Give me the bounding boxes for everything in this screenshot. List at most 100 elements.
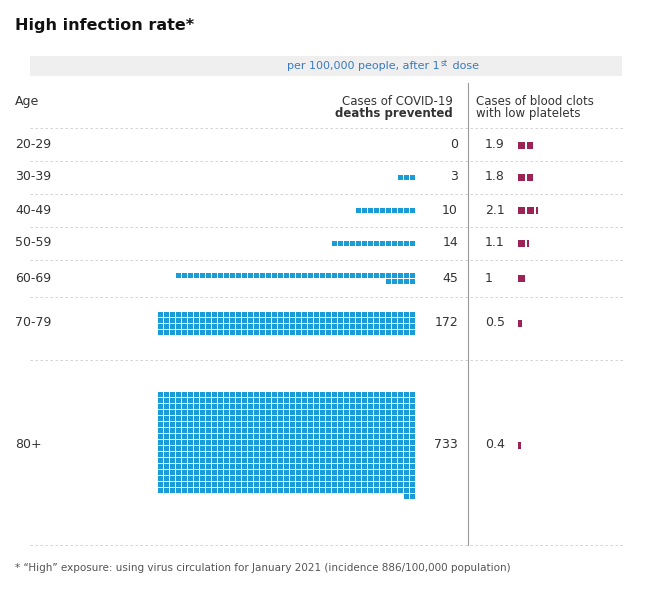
Bar (230, 427, 235, 433)
Bar (314, 272, 319, 278)
Bar (368, 427, 373, 433)
Bar (380, 330, 385, 334)
Bar (254, 272, 259, 278)
Bar (248, 398, 253, 402)
Bar (332, 392, 337, 396)
Bar (182, 452, 187, 457)
Bar (200, 318, 205, 322)
Bar (320, 312, 325, 316)
Bar (338, 427, 343, 433)
Bar (212, 458, 217, 462)
Bar (320, 445, 325, 451)
Bar (224, 415, 229, 421)
Bar (260, 330, 265, 334)
Bar (188, 445, 193, 451)
Bar (326, 318, 331, 322)
Bar (338, 318, 343, 322)
Bar (182, 470, 187, 474)
Bar (248, 470, 253, 474)
Bar (368, 318, 373, 322)
Bar (278, 409, 283, 414)
Bar (368, 272, 373, 278)
Bar (272, 445, 277, 451)
Bar (356, 439, 361, 445)
Bar (164, 318, 169, 322)
Bar (272, 272, 277, 278)
Bar (356, 427, 361, 433)
Bar (254, 476, 259, 480)
Bar (296, 272, 301, 278)
Bar (362, 272, 367, 278)
Bar (182, 488, 187, 492)
Bar (308, 439, 313, 445)
Bar (314, 427, 319, 433)
Bar (320, 415, 325, 421)
Bar (392, 272, 397, 278)
Bar (266, 409, 271, 414)
Bar (326, 464, 331, 468)
Bar (344, 403, 349, 408)
Bar (302, 392, 307, 396)
Bar (380, 452, 385, 457)
Bar (236, 470, 241, 474)
Bar (320, 452, 325, 457)
Bar (278, 324, 283, 328)
Bar (314, 421, 319, 427)
Bar (356, 318, 361, 322)
Bar (242, 476, 247, 480)
Bar (224, 439, 229, 445)
Bar (344, 488, 349, 492)
Bar (338, 452, 343, 457)
Bar (254, 324, 259, 328)
Bar (404, 427, 409, 433)
Bar (212, 330, 217, 334)
Bar (278, 458, 283, 462)
Bar (206, 312, 211, 316)
Bar (368, 409, 373, 414)
Bar (338, 482, 343, 486)
Bar (194, 445, 199, 451)
Bar (164, 482, 169, 486)
Bar (386, 403, 391, 408)
Bar (302, 470, 307, 474)
Bar (338, 415, 343, 421)
Bar (224, 312, 229, 316)
Bar (164, 439, 169, 445)
Bar (236, 464, 241, 468)
Bar (302, 318, 307, 322)
Bar (332, 415, 337, 421)
Bar (320, 403, 325, 408)
Bar (398, 318, 403, 322)
Bar (224, 488, 229, 492)
Bar (398, 445, 403, 451)
Bar (284, 392, 289, 396)
Bar (182, 415, 187, 421)
Bar (410, 452, 415, 457)
Bar (266, 403, 271, 408)
Bar (392, 482, 397, 486)
Bar (368, 324, 373, 328)
Bar (296, 488, 301, 492)
Bar (266, 312, 271, 316)
Bar (368, 439, 373, 445)
Bar (290, 464, 295, 468)
Bar (362, 312, 367, 316)
Bar (368, 421, 373, 427)
Bar (326, 452, 331, 457)
Bar (518, 442, 521, 449)
Bar (200, 330, 205, 334)
Bar (344, 433, 349, 439)
Bar (380, 398, 385, 402)
Bar (260, 398, 265, 402)
Text: 1.9: 1.9 (485, 138, 505, 151)
Text: 14: 14 (442, 237, 458, 250)
Bar (248, 439, 253, 445)
Bar (410, 476, 415, 480)
Bar (320, 398, 325, 402)
Bar (230, 392, 235, 396)
Bar (206, 470, 211, 474)
Bar (338, 409, 343, 414)
Bar (326, 403, 331, 408)
Bar (158, 488, 163, 492)
Bar (206, 445, 211, 451)
